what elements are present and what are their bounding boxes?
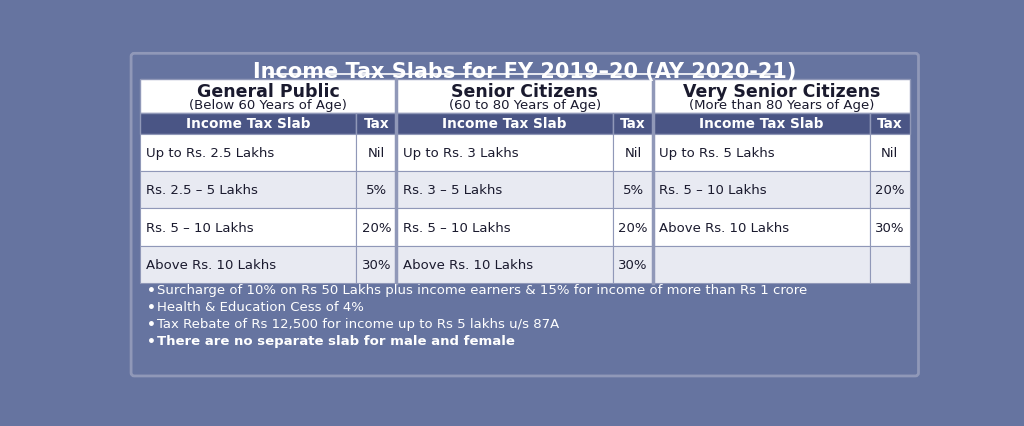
Bar	[139, 246, 356, 283]
Text: Health & Education Cess of 4%: Health & Education Cess of 4%	[158, 300, 365, 314]
Bar	[356, 135, 396, 172]
Text: General Public: General Public	[197, 82, 339, 101]
Text: 30%: 30%	[876, 221, 904, 234]
Text: Income Tax Slab: Income Tax Slab	[442, 117, 567, 131]
Text: Tax Rebate of Rs 12,500 for income up to Rs 5 lakhs u/s 87A: Tax Rebate of Rs 12,500 for income up to…	[158, 317, 560, 330]
Text: •: •	[146, 283, 156, 297]
Bar	[653, 80, 910, 113]
Bar	[869, 172, 910, 209]
Text: Tax: Tax	[364, 117, 389, 131]
Text: Up to Rs. 2.5 Lakhs: Up to Rs. 2.5 Lakhs	[145, 147, 274, 160]
Text: Above Rs. 10 Lakhs: Above Rs. 10 Lakhs	[402, 258, 532, 271]
Bar	[869, 209, 910, 246]
Bar	[139, 209, 356, 246]
Bar	[869, 113, 910, 135]
Bar	[653, 172, 869, 209]
Text: 20%: 20%	[618, 221, 648, 234]
Text: There are no separate slab for male and female: There are no separate slab for male and …	[158, 334, 515, 347]
Text: 20%: 20%	[361, 221, 391, 234]
FancyBboxPatch shape	[131, 54, 919, 376]
Text: Nil: Nil	[882, 147, 898, 160]
Bar	[613, 113, 653, 135]
Bar	[396, 113, 613, 135]
Text: Rs. 2.5 – 5 Lakhs: Rs. 2.5 – 5 Lakhs	[145, 184, 258, 197]
Text: Surcharge of 10% on Rs 50 Lakhs plus income earners & 15% for income of more tha: Surcharge of 10% on Rs 50 Lakhs plus inc…	[158, 284, 808, 296]
Text: Income Tax Slab: Income Tax Slab	[699, 117, 823, 131]
Bar	[139, 80, 396, 113]
Bar	[396, 246, 613, 283]
Text: (Below 60 Years of Age): (Below 60 Years of Age)	[189, 98, 347, 111]
Text: Nil: Nil	[625, 147, 642, 160]
Text: •: •	[146, 334, 156, 348]
Text: (60 to 80 Years of Age): (60 to 80 Years of Age)	[449, 98, 601, 111]
Text: Senior Citizens: Senior Citizens	[452, 82, 598, 101]
Text: Rs. 5 – 10 Lakhs: Rs. 5 – 10 Lakhs	[402, 221, 510, 234]
Text: Tax: Tax	[621, 117, 646, 131]
Text: Up to Rs. 3 Lakhs: Up to Rs. 3 Lakhs	[402, 147, 518, 160]
Bar	[356, 246, 396, 283]
Bar	[653, 246, 869, 283]
Bar	[139, 172, 356, 209]
Bar	[653, 135, 869, 172]
Text: 5%: 5%	[366, 184, 387, 197]
Text: (More than 80 Years of Age): (More than 80 Years of Age)	[689, 98, 874, 111]
Bar	[356, 172, 396, 209]
Bar	[356, 209, 396, 246]
Bar	[139, 113, 356, 135]
Text: Rs. 5 – 10 Lakhs: Rs. 5 – 10 Lakhs	[145, 221, 254, 234]
Text: •: •	[146, 300, 156, 314]
Text: Above Rs. 10 Lakhs: Above Rs. 10 Lakhs	[659, 221, 790, 234]
Bar	[869, 246, 910, 283]
Text: Up to Rs. 5 Lakhs: Up to Rs. 5 Lakhs	[659, 147, 775, 160]
Bar	[613, 209, 653, 246]
Bar	[653, 209, 869, 246]
Bar	[396, 172, 613, 209]
Bar	[869, 135, 910, 172]
Bar	[653, 113, 869, 135]
Bar	[396, 135, 613, 172]
Text: 30%: 30%	[361, 258, 391, 271]
Text: Very Senior Citizens: Very Senior Citizens	[683, 82, 881, 101]
Bar	[396, 209, 613, 246]
Text: 30%: 30%	[618, 258, 648, 271]
Text: 5%: 5%	[623, 184, 644, 197]
Bar	[613, 172, 653, 209]
Text: 20%: 20%	[876, 184, 904, 197]
Text: Rs. 5 – 10 Lakhs: Rs. 5 – 10 Lakhs	[659, 184, 767, 197]
Bar	[613, 246, 653, 283]
Text: Nil: Nil	[368, 147, 385, 160]
Bar	[139, 135, 356, 172]
Text: Income Tax Slab: Income Tax Slab	[185, 117, 310, 131]
Text: •: •	[146, 317, 156, 331]
Text: Above Rs. 10 Lakhs: Above Rs. 10 Lakhs	[145, 258, 275, 271]
Text: Tax: Tax	[877, 117, 902, 131]
Bar	[396, 80, 653, 113]
Bar	[613, 135, 653, 172]
Bar	[356, 113, 396, 135]
Text: Rs. 3 – 5 Lakhs: Rs. 3 – 5 Lakhs	[402, 184, 502, 197]
Text: Income Tax Slabs for FY 2019–20 (AY 2020-21): Income Tax Slabs for FY 2019–20 (AY 2020…	[253, 62, 797, 82]
